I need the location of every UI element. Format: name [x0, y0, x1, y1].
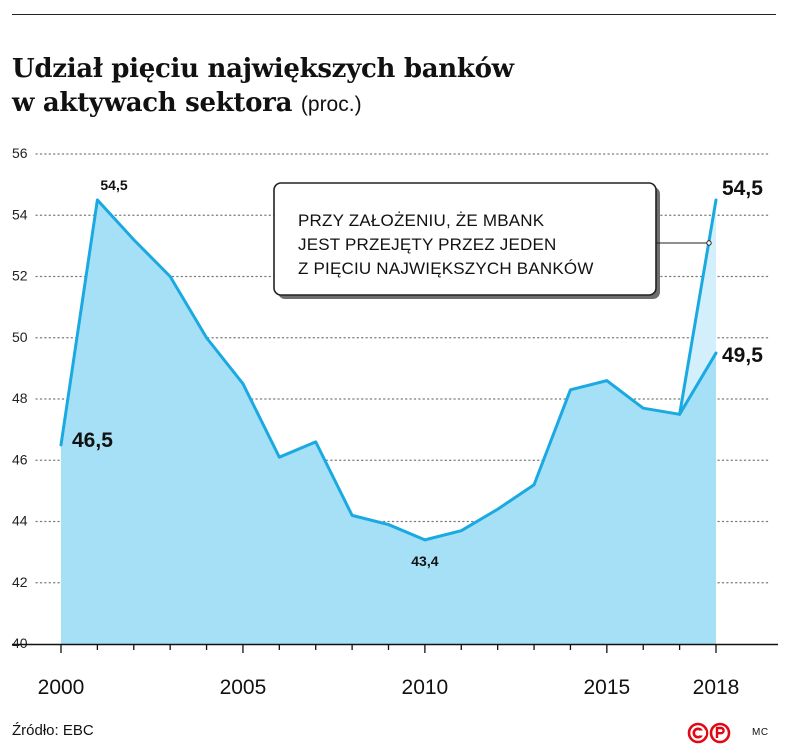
y-tick-label-40: 40	[12, 635, 28, 651]
y-tick-label-52: 52	[12, 268, 28, 284]
data-point-2000	[59, 443, 63, 447]
data-point-2012	[496, 507, 500, 511]
series-line	[59, 198, 718, 542]
data-point-2006	[277, 455, 281, 459]
data-label-peak: 54,5	[100, 177, 127, 193]
annotation-line-3: Z PIĘCIU NAJWIĘKSZYCH BANKÓW	[298, 259, 594, 278]
data-point-2014	[568, 388, 572, 392]
title-line-2-text: w aktywach sektora	[12, 88, 293, 118]
data-label-scenario-end: 54,5	[722, 177, 763, 200]
data-point-2017	[678, 412, 682, 416]
data-point-2007	[314, 440, 318, 444]
x-tick-label-2015: 2015	[583, 676, 630, 699]
data-point-2013	[532, 483, 536, 487]
y-tick-label-48: 48	[12, 390, 28, 406]
annotation-line-1: PRZY ZAŁOŻENIU, ŻE MBANK	[298, 211, 545, 230]
chart-title: Udział pięciu największych banków w akty…	[12, 52, 772, 122]
data-label-end: 49,5	[722, 344, 763, 367]
main-area	[61, 199, 716, 644]
annotation-leader-dot	[706, 240, 712, 246]
data-point-2001	[95, 198, 99, 202]
annotation-box	[273, 182, 657, 296]
data-point-2018	[714, 351, 718, 355]
x-tick-label-2005: 2005	[220, 676, 267, 699]
y-tick-label-46: 46	[12, 451, 28, 467]
data-label-min: 43,4	[411, 553, 438, 569]
title-unit: (proc.)	[300, 93, 362, 116]
top-rule	[12, 14, 776, 15]
data-point-2010	[423, 538, 427, 542]
data-point-2011	[459, 529, 463, 533]
author-initials: MC	[752, 727, 769, 738]
data-point-2008	[350, 513, 354, 517]
title-line-1: Udział pięciu największych banków	[12, 54, 514, 84]
source-note: Źródło: EBC	[12, 722, 94, 739]
y-tick-label-42: 42	[12, 574, 28, 590]
data-point-2003	[168, 275, 172, 279]
data-point-2016	[641, 406, 645, 410]
publisher-logo-icon	[687, 722, 731, 744]
x-tick-label-2018: 2018	[693, 676, 740, 699]
data-label-start: 46,5	[72, 429, 113, 452]
data-point-2004	[205, 336, 209, 340]
y-tick-label-54: 54	[12, 206, 28, 222]
y-tick-label-44: 44	[12, 513, 28, 529]
data-point-2005	[241, 382, 245, 386]
data-point-2015	[605, 379, 609, 383]
y-tick-label-56: 56	[12, 145, 28, 161]
y-tick-label-50: 50	[12, 329, 28, 345]
x-tick-label-2000: 2000	[38, 676, 85, 699]
title-line-2: w aktywach sektora (proc.)	[12, 86, 772, 122]
data-point-2002	[132, 238, 136, 242]
x-tick-label-2010: 2010	[402, 676, 449, 699]
data-point-2009	[387, 523, 391, 527]
scenario-line	[678, 198, 718, 416]
annotation-line-2: JEST PRZEJĘTY PRZEZ JEDEN	[298, 235, 556, 254]
